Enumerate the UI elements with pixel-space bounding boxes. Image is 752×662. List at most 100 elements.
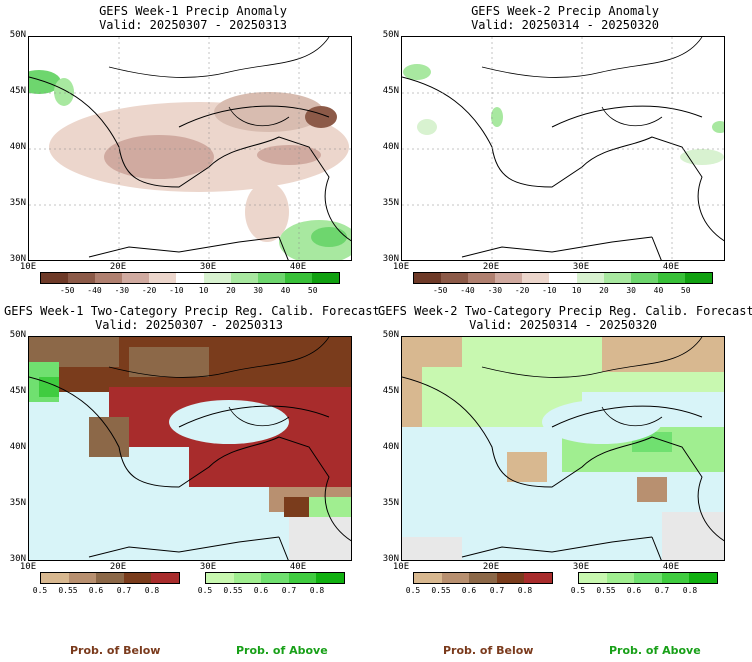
- anomaly-colorbar-label: 30: [626, 286, 636, 295]
- colorbar-swatch: [495, 273, 523, 283]
- colorbar-swatch: [576, 273, 604, 283]
- lat-tick: 35N: [382, 198, 399, 208]
- lat-tick: 30N: [9, 554, 26, 564]
- prob-below-label: 0.7: [116, 586, 132, 595]
- prob-below-swatch: [524, 573, 552, 583]
- lon-tick: 10E: [19, 562, 37, 572]
- anomaly-colorbar-label: -40: [460, 286, 475, 295]
- colorbar-swatch: [176, 273, 204, 283]
- anomaly-colorbar-label: 20: [226, 286, 236, 295]
- anomaly-colorbar-week2: [413, 272, 713, 284]
- lat-tick: 40N: [9, 442, 26, 452]
- lat-tick: 40N: [382, 442, 399, 452]
- anomaly-colorbar-label: 10: [198, 286, 209, 295]
- lat-tick: 35N: [9, 498, 26, 508]
- prob-below-swatch: [41, 573, 69, 583]
- prob-below-label: 0.8: [144, 586, 160, 595]
- lat-tick: 40N: [9, 142, 26, 152]
- prob-below-swatch: [496, 573, 525, 583]
- prob-below-swatch: [123, 573, 152, 583]
- prob-above-swatch: [233, 573, 262, 583]
- panel4-title: GEFS Week-2 Two-Category Precip Reg. Cal…: [378, 304, 752, 332]
- lon-tick: 10E: [19, 262, 37, 272]
- colorbar-swatch: [122, 273, 150, 283]
- colorbar-swatch: [684, 273, 713, 283]
- lon-tick: 20E: [109, 562, 127, 572]
- colorbar-swatch: [311, 273, 340, 283]
- anomaly-colorbar-label: -30: [487, 286, 503, 295]
- prob-below-label: 0.7: [489, 586, 505, 595]
- prob-below-label: 0.6: [461, 586, 477, 595]
- colorbar-swatch: [657, 273, 685, 283]
- prob-above-label: 0.8: [682, 586, 698, 595]
- prob-above-label: 0.55: [596, 586, 616, 595]
- lat-tick: 50N: [9, 30, 26, 40]
- anomaly-colorbar-label: -50: [60, 286, 75, 295]
- prob-above-swatch: [316, 573, 344, 583]
- anomaly-colorbar-label: -10: [542, 286, 557, 295]
- lat-tick: 45N: [382, 86, 399, 96]
- colorbar-swatch: [549, 273, 577, 283]
- anomaly-colorbar-label: -20: [514, 286, 530, 295]
- lat-tick: 30N: [382, 554, 399, 564]
- prob-below-label: 0.55: [431, 586, 451, 595]
- lon-tick: 40E: [662, 262, 680, 272]
- week1-probability-map: [28, 336, 352, 561]
- lat-tick: 45N: [382, 386, 399, 396]
- lon-tick: 30E: [199, 562, 217, 572]
- anomaly-colorbar-label: 30: [253, 286, 263, 295]
- lon-tick: 30E: [572, 562, 590, 572]
- lat-tick: 30N: [9, 254, 26, 264]
- legend-prob-above-week2: Prob. of Above: [609, 644, 701, 657]
- legend-prob-below-week1: Prob. of Below: [70, 644, 161, 657]
- colorbar-swatch: [630, 273, 658, 283]
- lat-tick: 50N: [9, 330, 26, 340]
- lon-tick: 20E: [109, 262, 127, 272]
- lat-tick: 35N: [9, 198, 26, 208]
- lat-tick: 45N: [9, 86, 26, 96]
- lat-tick: 40N: [382, 142, 399, 152]
- lon-tick: 40E: [289, 562, 307, 572]
- colorbar-swatch: [414, 273, 442, 283]
- legend-prob-above-week1: Prob. of Above: [236, 644, 328, 657]
- prob-above-label: 0.7: [654, 586, 670, 595]
- anomaly-colorbar-week1: [40, 272, 340, 284]
- prob-above-swatch: [261, 573, 289, 583]
- prob-above-label: 0.6: [626, 586, 642, 595]
- panel1-title: GEFS Week-1 Precip Anomaly Valid: 2025030…: [99, 4, 287, 32]
- prob-above-label: 0.7: [281, 586, 297, 595]
- lon-tick: 30E: [572, 262, 590, 272]
- lat-tick: 30N: [382, 254, 399, 264]
- anomaly-colorbar-label: 50: [307, 286, 318, 295]
- prob-above-label: 0.5: [197, 586, 213, 595]
- prob-below-label: 0.5: [405, 586, 421, 595]
- colorbar-swatch: [41, 273, 69, 283]
- prob-above-label: 0.8: [309, 586, 325, 595]
- colorbar-swatch: [95, 273, 123, 283]
- prob-below-swatch: [68, 573, 97, 583]
- lat-tick: 50N: [382, 330, 399, 340]
- lon-tick: 40E: [289, 262, 307, 272]
- prob-above-swatch: [689, 573, 717, 583]
- anomaly-colorbar-label: -10: [169, 286, 184, 295]
- prob-above-colorbar-week1: [205, 572, 345, 584]
- prob-below-swatch: [469, 573, 497, 583]
- week1-anomaly-map: [28, 36, 352, 261]
- lon-tick: 10E: [392, 262, 410, 272]
- prob-above-label: 0.55: [223, 586, 243, 595]
- lat-tick: 50N: [382, 30, 399, 40]
- anomaly-colorbar-label: 50: [680, 286, 691, 295]
- panel3-title: GEFS Week-1 Two-Category Precip Reg. Cal…: [4, 304, 380, 332]
- colorbar-swatch: [522, 273, 550, 283]
- prob-below-colorbar-week1: [40, 572, 180, 584]
- prob-below-swatch: [151, 573, 179, 583]
- colorbar-swatch: [603, 273, 631, 283]
- prob-below-label: 0.6: [88, 586, 104, 595]
- prob-above-label: 0.6: [253, 586, 269, 595]
- week2-anomaly-map: [401, 36, 725, 261]
- colorbar-swatch: [284, 273, 312, 283]
- anomaly-colorbar-label: 20: [599, 286, 609, 295]
- prob-above-swatch: [606, 573, 635, 583]
- lat-tick: 35N: [382, 498, 399, 508]
- prob-above-colorbar-week2: [578, 572, 718, 584]
